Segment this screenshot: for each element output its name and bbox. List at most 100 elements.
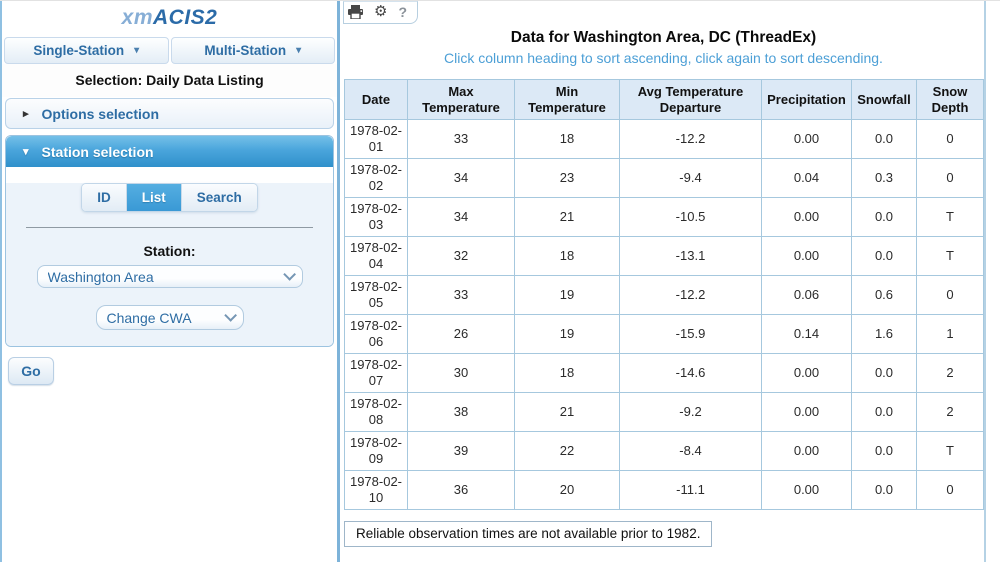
table-cell: 0.6	[851, 275, 917, 315]
table-cell: 0.00	[761, 431, 852, 471]
table-cell: 0.0	[851, 392, 917, 432]
station-field-label: Station:	[143, 243, 196, 259]
current-selection-label: Selection: Daily Data Listing	[2, 64, 337, 97]
table-cell: 0	[916, 470, 984, 510]
table-cell: 1978-02-09	[344, 431, 408, 471]
main-content: ⚙ ? Data for Washington Area, DC (Thread…	[343, 1, 986, 562]
table-cell: -13.1	[619, 236, 762, 276]
result-toolbar: ⚙ ?	[343, 1, 419, 24]
go-button[interactable]: Go	[8, 357, 54, 385]
options-selection-header[interactable]: ▸ Options selection	[5, 98, 334, 129]
column-header[interactable]: Min Temperature	[514, 79, 620, 120]
table-row: 1978-02-02 34 23 -9.4 0.04 0.3 0	[344, 158, 984, 198]
table-cell: 1978-02-07	[344, 353, 408, 393]
single-station-menu-button[interactable]: Single-Station ▾	[4, 37, 169, 64]
table-cell: 39	[407, 431, 515, 471]
chevron-down-icon: ▾	[23, 146, 29, 158]
table-cell: 0.00	[761, 197, 852, 237]
logo-prefix: xm	[121, 6, 153, 29]
table-cell: 0.3	[851, 158, 917, 198]
table-cell: 1978-02-04	[344, 236, 408, 276]
table-cell: 0.00	[761, 392, 852, 432]
table-cell: 0	[916, 275, 984, 315]
table-cell: 19	[514, 275, 620, 315]
table-cell: 21	[514, 197, 620, 237]
table-cell: 2	[916, 353, 984, 393]
table-cell: 0	[916, 119, 984, 159]
table-cell: -9.4	[619, 158, 762, 198]
table-cell: 1978-02-03	[344, 197, 408, 237]
table-cell: 0.0	[851, 470, 917, 510]
table-cell: 1978-02-10	[344, 470, 408, 510]
table-cell: 22	[514, 431, 620, 471]
table-cell: 0.0	[851, 197, 917, 237]
table-cell: 0.0	[851, 353, 917, 393]
settings-button[interactable]: ⚙	[374, 3, 388, 20]
station-selection-header[interactable]: ▾ Station selection	[6, 136, 333, 167]
app-logo: xmACIS2	[2, 1, 337, 30]
chevron-down-icon	[282, 268, 296, 281]
table-cell: 18	[514, 236, 620, 276]
table-cell: 1	[916, 314, 984, 354]
station-select-value: Washington Area	[47, 268, 154, 285]
column-header[interactable]: Snow Depth	[916, 79, 984, 120]
help-button[interactable]: ?	[398, 5, 407, 19]
table-cell: 19	[514, 314, 620, 354]
table-cell: -10.5	[619, 197, 762, 237]
multi-station-menu-button[interactable]: Multi-Station ▾	[170, 37, 335, 64]
table-row: 1978-02-07 30 18 -14.6 0.00 0.0 2	[344, 353, 984, 393]
table-cell: 0.06	[761, 275, 852, 315]
options-selection-label: Options selection	[41, 105, 159, 122]
table-header-row: Date Max Temperature Min Temperature Avg Te…	[344, 79, 984, 120]
table-cell: 0.04	[761, 158, 852, 198]
chevron-down-icon: ▾	[296, 45, 302, 56]
change-cwa-select[interactable]: Change CWA	[95, 305, 244, 330]
table-cell: -12.2	[619, 119, 762, 159]
table-cell: -15.9	[619, 314, 762, 354]
tab-search[interactable]: Search	[180, 184, 257, 211]
table-cell: 36	[407, 470, 515, 510]
column-header[interactable]: Max Temperature	[407, 79, 515, 120]
table-cell: T	[916, 236, 984, 276]
table-cell: -14.6	[619, 353, 762, 393]
table-cell: 0.0	[851, 236, 917, 276]
column-header[interactable]: Date	[344, 79, 408, 120]
tab-id[interactable]: ID	[82, 184, 126, 211]
chevron-right-icon: ▸	[23, 108, 29, 120]
table-cell: -11.1	[619, 470, 762, 510]
table-cell: 0.0	[851, 119, 917, 159]
table-cell: 1.6	[851, 314, 917, 354]
column-header[interactable]: Snowfall	[851, 79, 917, 120]
gear-icon: ⚙	[374, 3, 388, 20]
table-cell: 34	[407, 197, 515, 237]
table-cell: 18	[514, 353, 620, 393]
table-row: 1978-02-10 36 20 -11.1 0.00 0.0 0	[344, 470, 984, 510]
single-station-label: Single-Station	[33, 43, 125, 58]
table-cell: T	[916, 431, 984, 471]
table-cell: 1978-02-01	[344, 119, 408, 159]
table-cell: 18	[514, 119, 620, 159]
column-header[interactable]: Precipitation	[761, 79, 852, 120]
station-select[interactable]: Washington Area	[36, 265, 303, 288]
station-mode-nav: Single-Station ▾ Multi-Station ▾	[4, 37, 335, 64]
sort-hint-text: Click column heading to sort ascending, …	[444, 50, 883, 66]
tab-list[interactable]: List	[125, 184, 181, 211]
page-title: Data for Washington Area, DC (ThreadEx)	[510, 29, 817, 46]
column-header[interactable]: Avg Temperature Departure	[619, 79, 762, 120]
table-cell: 34	[407, 158, 515, 198]
table-cell: 33	[407, 275, 515, 315]
station-selection-panel: ▾ Station selection ID List Search Stati…	[5, 135, 334, 347]
table-cell: 33	[407, 119, 515, 159]
divider	[26, 227, 313, 228]
table-row: 1978-02-01 33 18 -12.2 0.00 0.0 0	[344, 119, 984, 159]
station-selection-label: Station selection	[41, 143, 154, 160]
table-cell: 38	[407, 392, 515, 432]
table-cell: 1978-02-05	[344, 275, 408, 315]
table-row: 1978-02-03 34 21 -10.5 0.00 0.0 T	[344, 197, 984, 237]
print-button[interactable]	[348, 5, 363, 19]
table-cell: 0.00	[761, 236, 852, 276]
table-cell: 32	[407, 236, 515, 276]
table-cell: 0.00	[761, 470, 852, 510]
table-row: 1978-02-04 32 18 -13.1 0.00 0.0 T	[344, 236, 984, 276]
table-cell: 0.00	[761, 353, 852, 393]
